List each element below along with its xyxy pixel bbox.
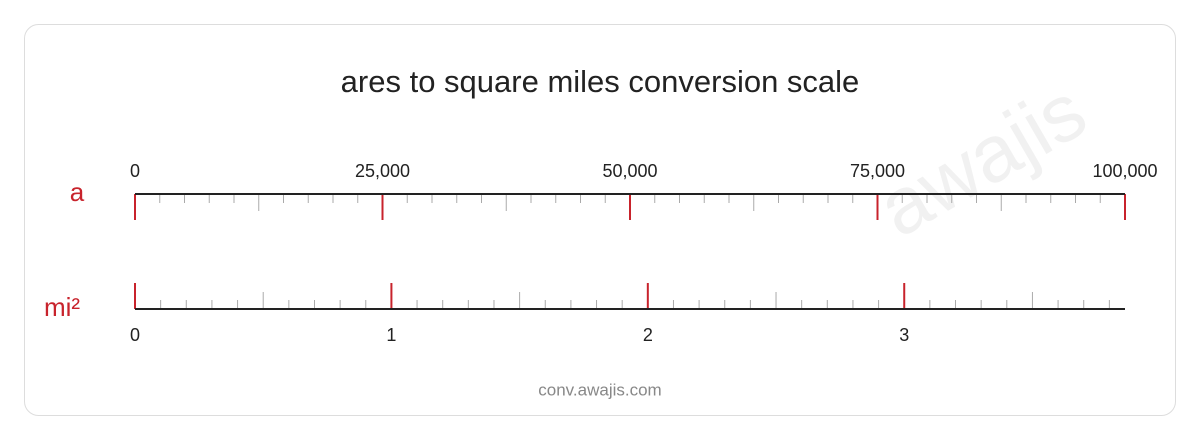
tick-label: 3 [899,325,909,345]
tick-label: 100,000 [1092,161,1157,181]
tick-label: 75,000 [850,161,905,181]
tick-label: 0 [130,161,140,181]
footer: conv.awajis.com [538,380,661,399]
card-border [24,24,1176,416]
tick-label: 1 [386,325,396,345]
unit-label: a [70,177,85,207]
title: ares to square miles conversion scale [341,64,860,99]
tick-label: 25,000 [355,161,410,181]
tick-label: 0 [130,325,140,345]
tick-label: 2 [643,325,653,345]
tick-label: 50,000 [602,161,657,181]
unit-label: mi² [44,292,80,322]
